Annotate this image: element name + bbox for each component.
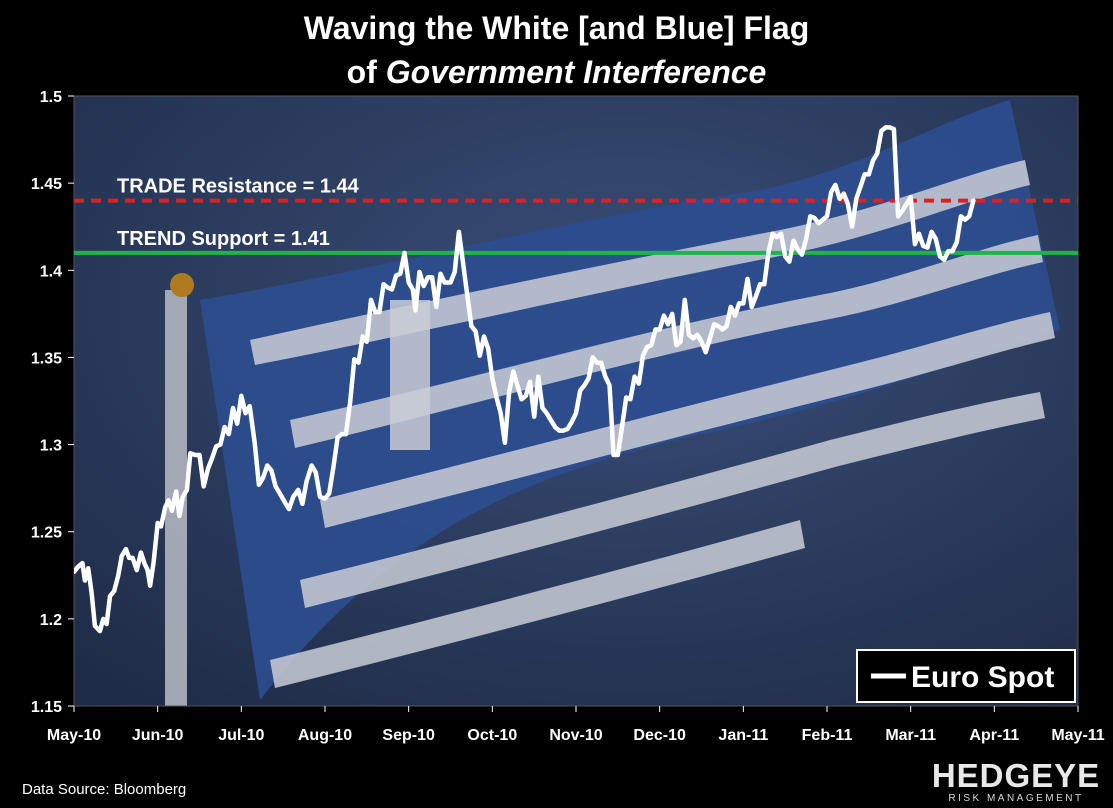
x-tick-label: Aug-10 (298, 727, 352, 744)
legend-label-euro-spot: Euro Spot (911, 661, 1054, 694)
chart-title-block: Waving the White [and Blue] Flag of Gove… (0, 6, 1113, 94)
reference-line-label-1: TREND Support = 1.41 (117, 228, 330, 250)
x-tick-label: Jul-10 (218, 727, 264, 744)
brand-name: HEDGEYE (931, 757, 1101, 794)
data-source-note: Data Source: Bloomberg (22, 781, 187, 798)
x-tick-label: Oct-10 (467, 727, 517, 744)
chart-subtitle-emphasis: Government Interference (385, 54, 767, 90)
y-tick-label: 1.15 (31, 699, 62, 716)
x-tick-label: Jan-11 (718, 727, 768, 744)
y-tick-label: 1.4 (40, 263, 62, 280)
y-tick-label: 1.45 (31, 176, 62, 193)
y-tick-label: 1.2 (40, 612, 62, 629)
x-tick-label: Dec-10 (633, 727, 686, 744)
x-tick-label: Jun-10 (132, 727, 184, 744)
y-tick-label: 1.35 (31, 350, 62, 367)
brand-tagline: RISK MANAGEMENT (948, 793, 1084, 804)
y-tick-label: 1.25 (31, 525, 62, 542)
x-tick-label: Mar-11 (885, 727, 936, 744)
series-layer (74, 125, 976, 634)
chart-title: Waving the White [and Blue] Flag (303, 10, 810, 46)
x-tick-label: Nov-10 (549, 727, 602, 744)
reference-line-label-0: TRADE Resistance = 1.44 (117, 176, 360, 198)
x-axis: May-10 Jun-10 Jul-10 Aug-10 Sep-10 Oct-10 Nov-… (47, 706, 1105, 744)
brand-logo: HEDGEYE RISK MANAGEMENT (930, 757, 1102, 806)
x-tick-label: Apr-11 (969, 727, 1019, 744)
y-tick-label: 1.3 (40, 438, 62, 455)
y-axis: 1.5 1.45 1.4 1.35 1.3 1.25 1.2 1.15 (31, 89, 74, 716)
chart-subtitle: of Government Interference (0, 50, 1113, 94)
x-tick-label: Sep-10 (382, 727, 435, 744)
y-tick-label: 1.5 (40, 89, 62, 106)
legend: Euro Spot (856, 649, 1076, 703)
x-tick-label: May-10 (47, 727, 101, 744)
series-line-euro-spot (74, 125, 976, 634)
chart-subtitle-prefix: of (346, 54, 386, 90)
x-tick-label: May-11 (1051, 727, 1104, 744)
x-tick-label: Feb-11 (802, 727, 853, 744)
